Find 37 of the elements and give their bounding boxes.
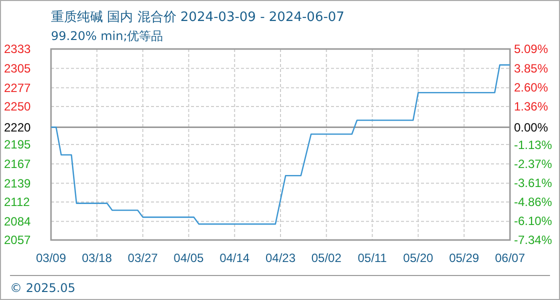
y-tick-label: 2220 (4, 120, 32, 134)
x-tick-label: 03/09 (36, 251, 66, 265)
y-tick-label: 2333 (4, 42, 32, 56)
x-tick-label: 05/20 (403, 251, 434, 265)
y-tick-label: 2167 (4, 157, 32, 172)
y2-tick-label: 3.85% (514, 61, 548, 76)
chart-subtitle: 99.20% min;优等品 (51, 29, 164, 43)
line-series (50, 64, 511, 225)
y-tick-label: 2195 (4, 138, 32, 152)
y2-tick-label: -7.34% (514, 233, 552, 248)
y2-tick-label: -1.13% (514, 138, 552, 152)
y2-tick-label: 2.60% (514, 80, 548, 94)
y-tick-label: 2057 (4, 233, 32, 248)
y2-tick-label: 5.09% (514, 42, 548, 56)
y2-tick-label: 1.36% (514, 100, 548, 114)
y2-tick-label: -4.86% (514, 195, 552, 210)
y2-tick-label: 0.00% (514, 120, 548, 134)
chart-title: 重质纯碱 国内 混合价 2024-03-09 - 2024-06-07 (51, 10, 344, 25)
y-tick-label: 2084 (4, 214, 32, 229)
y-tick-label: 2277 (4, 80, 32, 95)
y-tick-label: 2139 (4, 176, 32, 190)
y2-tick-label: -2.37% (514, 156, 552, 171)
y2-tick-label: -6.10% (514, 214, 552, 228)
x-tick-label: 05/29 (449, 251, 480, 265)
x-tick-label: 05/11 (358, 251, 388, 265)
x-tick-label: 03/18 (82, 251, 112, 265)
text: © 2025.05 (10, 281, 76, 295)
x-tick-label: 04/05 (174, 251, 204, 265)
x-tick-label: 03/27 (128, 251, 158, 265)
y-tick-label: 2112 (4, 195, 30, 210)
x-tick-label: 04/14 (220, 251, 250, 265)
y-tick-label: 2305 (4, 62, 32, 76)
x-tick-label: 05/02 (311, 251, 342, 265)
x-tick-label: 06/07 (494, 251, 526, 265)
y-tick-label: 2250 (4, 100, 32, 114)
y2-tick-label: -3.61% (514, 176, 552, 190)
x-tick-label: 04/23 (265, 251, 296, 265)
